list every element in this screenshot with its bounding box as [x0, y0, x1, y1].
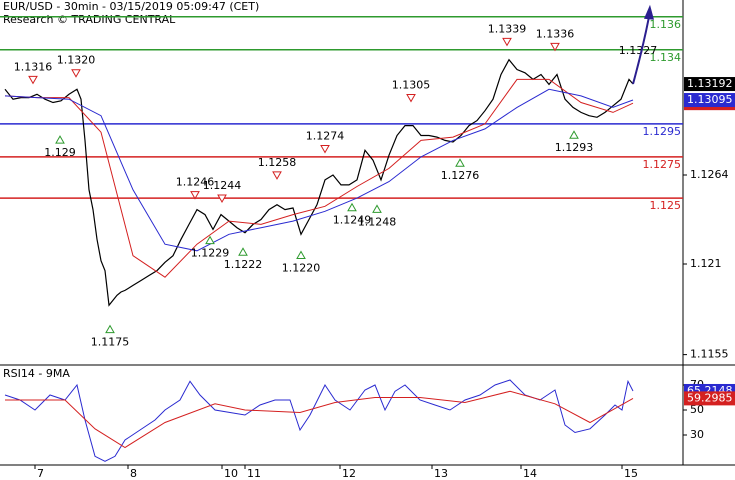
- low-marker: [455, 158, 465, 167]
- high-label: 1.1336: [536, 27, 575, 40]
- low-marker: [372, 204, 382, 213]
- level-label: 1.134: [650, 51, 682, 64]
- level-label: 1.1295: [643, 125, 682, 138]
- high-label: 1.1274: [306, 130, 345, 143]
- value-box: [684, 391, 735, 406]
- y-tick-label: 1.1264: [690, 168, 729, 181]
- low-label: 1.1248: [358, 215, 397, 228]
- series-line: [5, 390, 634, 449]
- value-box-label: 59.2985: [687, 391, 733, 404]
- high-label: 1.1258: [258, 156, 297, 169]
- high-marker: [406, 93, 416, 103]
- high-label: 1.1244: [203, 179, 242, 192]
- low-label: 1.1229: [191, 247, 230, 260]
- value-box-label: 1.13192: [687, 77, 733, 90]
- value-box-label: 1.13095: [687, 93, 733, 106]
- level-label: 1.1275: [643, 158, 682, 171]
- x-tick-label: 7: [37, 467, 44, 480]
- low-label: 1.129: [44, 146, 76, 159]
- x-tick-label: 14: [523, 467, 537, 480]
- high-label: 1.1320: [57, 54, 96, 67]
- x-tick-label: 15: [624, 467, 638, 480]
- low-label: 1.1175: [91, 336, 130, 349]
- high-marker: [502, 37, 512, 47]
- target-label: 1.1327: [619, 44, 658, 57]
- x-tick-label: 10: [224, 467, 238, 480]
- y-tick-label: 50: [690, 403, 704, 416]
- series-line: [4, 78, 634, 278]
- forecast-arrow: [632, 16, 650, 85]
- high-label: 1.1316: [14, 60, 53, 73]
- high-marker: [272, 171, 282, 180]
- x-tick-label: 13: [434, 467, 448, 480]
- high-marker: [217, 194, 227, 203]
- low-marker: [296, 250, 306, 260]
- low-marker: [205, 235, 215, 245]
- high-label: 1.1305: [392, 78, 431, 91]
- level-label: 1.125: [650, 199, 682, 212]
- low-marker: [55, 135, 65, 144]
- series-line: [4, 58, 634, 307]
- chart-title: EUR/USD - 30min - 03/15/2019 05:09:47 (C…: [3, 0, 259, 13]
- high-label: 1.1246: [176, 176, 215, 189]
- low-label: 1.1249: [333, 214, 372, 227]
- y-tick-label: 1.1155: [690, 348, 729, 361]
- low-label: 1.1276: [441, 169, 480, 182]
- low-marker: [347, 202, 357, 212]
- y-tick-label: 30: [690, 428, 704, 441]
- low-label: 1.1220: [282, 262, 321, 275]
- x-tick-label: 8: [130, 467, 137, 480]
- low-marker: [569, 130, 579, 139]
- high-label: 1.1339: [488, 22, 527, 35]
- value-box: [684, 77, 735, 92]
- forecast-arrowhead: [644, 4, 654, 20]
- low-marker: [105, 324, 115, 334]
- series-line: [4, 379, 634, 462]
- y-tick-label: 1.121: [690, 257, 722, 270]
- high-marker: [28, 75, 38, 85]
- high-marker: [190, 191, 200, 200]
- x-tick-label: 11: [247, 467, 261, 480]
- high-marker: [550, 42, 560, 52]
- rsi-title: RSI14 - 9MA: [3, 367, 70, 380]
- high-marker: [71, 69, 81, 78]
- low-label: 1.1222: [224, 258, 263, 271]
- high-marker: [320, 145, 330, 154]
- low-marker: [238, 247, 248, 256]
- chart-subtitle: Research © TRADING CENTRAL: [3, 13, 176, 26]
- x-tick-label: 12: [342, 467, 356, 480]
- low-label: 1.1293: [555, 141, 594, 154]
- value-box: [684, 93, 735, 108]
- level-label: 1.136: [650, 18, 682, 31]
- series-line: [4, 88, 634, 252]
